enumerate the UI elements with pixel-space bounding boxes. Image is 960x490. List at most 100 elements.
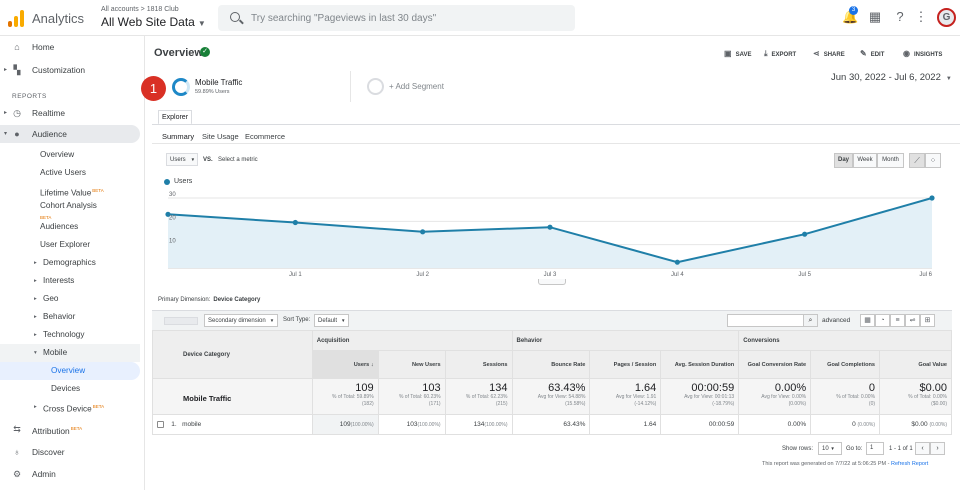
sidebar-sub-cohort-analysis[interactable]: Cohort Analysis BETA xyxy=(40,201,97,220)
refresh-report-link[interactable]: Refresh Report xyxy=(891,461,929,467)
table-toolbar: Secondary dimension ▼ Sort Type: Default ▼… xyxy=(152,310,952,330)
line-chart-icon[interactable]: ⟋ xyxy=(909,153,925,168)
chart-resize-handle[interactable] xyxy=(538,279,566,285)
sidebar-sub-lifetime-value[interactable]: Lifetime ValueBETA xyxy=(40,188,104,198)
granularity-week-button[interactable]: Week xyxy=(853,153,877,168)
sidebar-sub-user-explorer[interactable]: User Explorer xyxy=(40,240,91,249)
sidebar-sub-mobile[interactable]: ▾ Mobile xyxy=(0,344,140,362)
row-device-link[interactable]: mobile xyxy=(182,421,202,429)
col-header-device-category[interactable]: Device Category xyxy=(152,330,313,379)
sidebar-item-audience[interactable]: ▾ ● Audience xyxy=(0,125,140,143)
show-rows-label: Show rows: xyxy=(782,446,814,452)
performance-view-icon[interactable]: ≡ xyxy=(890,314,905,327)
totals-row: Mobile Traffic 109% of Total: 59.89% (182… xyxy=(152,378,952,415)
granularity-month-button[interactable]: Month xyxy=(877,153,904,168)
col-header-sessions[interactable]: Sessions xyxy=(444,350,513,379)
save-button[interactable]: ▣ SAVE xyxy=(724,49,752,58)
sidebar-item-customization[interactable]: ▸ ▚ Customization xyxy=(0,61,140,79)
data-point[interactable] xyxy=(674,259,680,265)
pivot-view-icon[interactable]: ⊞ xyxy=(920,314,935,327)
notifications-bell-icon[interactable]: 🔔 3 xyxy=(842,6,859,24)
show-rows-select[interactable]: 10 ▼ xyxy=(818,442,842,455)
sidebar-sub-overview[interactable]: Overview xyxy=(40,150,75,159)
col-header-new-users[interactable]: New Users xyxy=(377,350,446,379)
col-header-goal-conversion-rate[interactable]: Goal Conversion Rate xyxy=(738,350,812,379)
person-icon: ● xyxy=(14,129,20,139)
tab-explorer[interactable]: Explorer xyxy=(158,110,192,125)
export-button[interactable]: ⤓ EXPORT xyxy=(764,49,797,58)
data-point[interactable] xyxy=(292,219,298,226)
chart-area xyxy=(168,198,932,268)
analytics-logo-icon[interactable] xyxy=(8,9,24,27)
sidebar-item-attribution[interactable]: ⇆ AttributionBETA xyxy=(13,424,83,436)
col-header-avg-session-duration[interactable]: Avg. Session Duration xyxy=(660,350,740,379)
clock-icon: ◷ xyxy=(13,108,21,118)
more-options-icon[interactable]: ⋮ xyxy=(914,9,928,24)
sidebar-sub-mobile-devices[interactable]: Devices xyxy=(51,384,81,393)
prev-page-button[interactable]: ‹ xyxy=(915,442,930,455)
view-selector[interactable]: All Web Site Data ▼ xyxy=(101,15,206,29)
sort-type-dropdown[interactable]: Default ▼ xyxy=(314,314,350,327)
sidebar-sub-behavior[interactable]: ▸ Behavior xyxy=(0,308,140,326)
subtab-site-usage[interactable]: Site Usage xyxy=(202,132,239,141)
sidebar-sub-technology[interactable]: ▸ Technology xyxy=(0,326,140,344)
secondary-dimension-dropdown[interactable]: Secondary dimension ▼ xyxy=(204,314,279,327)
primary-dimension-value[interactable]: Device Category xyxy=(213,297,261,303)
add-segment-button[interactable]: + Add Segment xyxy=(389,82,444,91)
sidebar-sub-interests[interactable]: ▸ Interests xyxy=(0,272,140,290)
next-page-button[interactable]: › xyxy=(930,442,945,455)
granularity-day-button[interactable]: Day xyxy=(834,153,853,168)
data-point[interactable] xyxy=(929,195,935,201)
sidebar-sub-audiences[interactable]: Audiences xyxy=(40,222,79,231)
sidebar-item-discover[interactable]: ♁ Discover xyxy=(13,447,65,457)
total-avg-duration: 00:00:59 Avg for View: 00:01:13 (-18.79%) xyxy=(660,378,740,415)
app-title[interactable]: Analytics xyxy=(32,11,85,26)
lightbulb-icon: ♁ xyxy=(13,447,21,457)
table-search-icon[interactable]: ⌕ xyxy=(803,314,818,327)
col-header-goal-value[interactable]: Goal Value xyxy=(879,350,952,379)
col-header-bounce-rate[interactable]: Bounce Rate xyxy=(511,350,591,379)
date-range-picker[interactable]: Jun 30, 2022 - Jul 6, 2022 ▼ xyxy=(831,72,952,83)
collapse-arrow-icon: ▾ xyxy=(34,350,37,356)
data-point[interactable] xyxy=(165,211,171,217)
sidebar-sub-cross-device[interactable]: ▸ Cross DeviceBETA xyxy=(0,398,140,416)
add-segment-ring-icon[interactable] xyxy=(367,78,384,95)
data-view-icon[interactable]: ▦ xyxy=(860,314,875,327)
goto-input[interactable]: 1 xyxy=(866,442,884,455)
sidebar-sub-active-users[interactable]: Active Users xyxy=(40,168,86,177)
help-icon[interactable]: ? xyxy=(896,9,904,24)
row-checkbox[interactable] xyxy=(157,420,164,428)
pie-view-icon[interactable]: ◔ xyxy=(875,314,890,327)
sidebar-sub-mobile-overview[interactable]: Overview xyxy=(0,362,140,380)
comparison-view-icon[interactable]: ⇌ xyxy=(905,314,920,327)
x-tick-label: Jul 3 xyxy=(544,272,557,278)
x-tick-label: Jul 5 xyxy=(798,272,811,278)
select-metric-link[interactable]: Select a metric xyxy=(218,157,258,163)
col-header-goal-completions[interactable]: Goal Completions xyxy=(810,350,881,379)
insights-button[interactable]: ◉ INSIGHTS xyxy=(903,49,943,58)
avatar[interactable]: G xyxy=(937,8,956,27)
goto-label: Go to: xyxy=(846,446,863,452)
data-point[interactable] xyxy=(802,231,808,237)
data-point[interactable] xyxy=(420,229,426,235)
plot-rows-button[interactable] xyxy=(164,317,198,325)
col-header-pages-session[interactable]: Pages / Session xyxy=(589,350,662,379)
sidebar-sub-demographics[interactable]: ▸ Demographics xyxy=(0,254,140,272)
sidebar-item-admin[interactable]: ⚙ Admin xyxy=(12,469,56,479)
col-header-users[interactable]: Users ↓ xyxy=(311,350,379,379)
subtab-summary[interactable]: Summary xyxy=(162,132,195,141)
data-point[interactable] xyxy=(547,224,553,230)
account-breadcrumb[interactable]: All accounts > 1818 Club xyxy=(101,6,179,13)
share-button[interactable]: ⋖ SHARE xyxy=(813,49,845,58)
metric-selector[interactable]: Users ▼ xyxy=(166,153,198,166)
segment-chip-mobile-traffic[interactable]: Mobile Traffic 59.89% Users xyxy=(166,71,351,102)
subtab-ecommerce[interactable]: Ecommerce xyxy=(245,132,286,141)
search-bar[interactable]: Try searching "Pageviews in last 30 days… xyxy=(218,5,575,31)
sidebar-item-realtime[interactable]: ▸ ◷ Realtime xyxy=(0,104,140,122)
sidebar-item-home[interactable]: ⌂ Home xyxy=(0,38,140,56)
motion-chart-icon[interactable]: ⁘ xyxy=(925,153,941,168)
sidebar-sub-geo[interactable]: ▸ Geo xyxy=(0,290,140,308)
apps-grid-icon[interactable]: ▦ xyxy=(868,9,882,24)
edit-button[interactable]: ✎ EDIT xyxy=(860,49,885,58)
advanced-filter-link[interactable]: advanced xyxy=(822,317,851,324)
